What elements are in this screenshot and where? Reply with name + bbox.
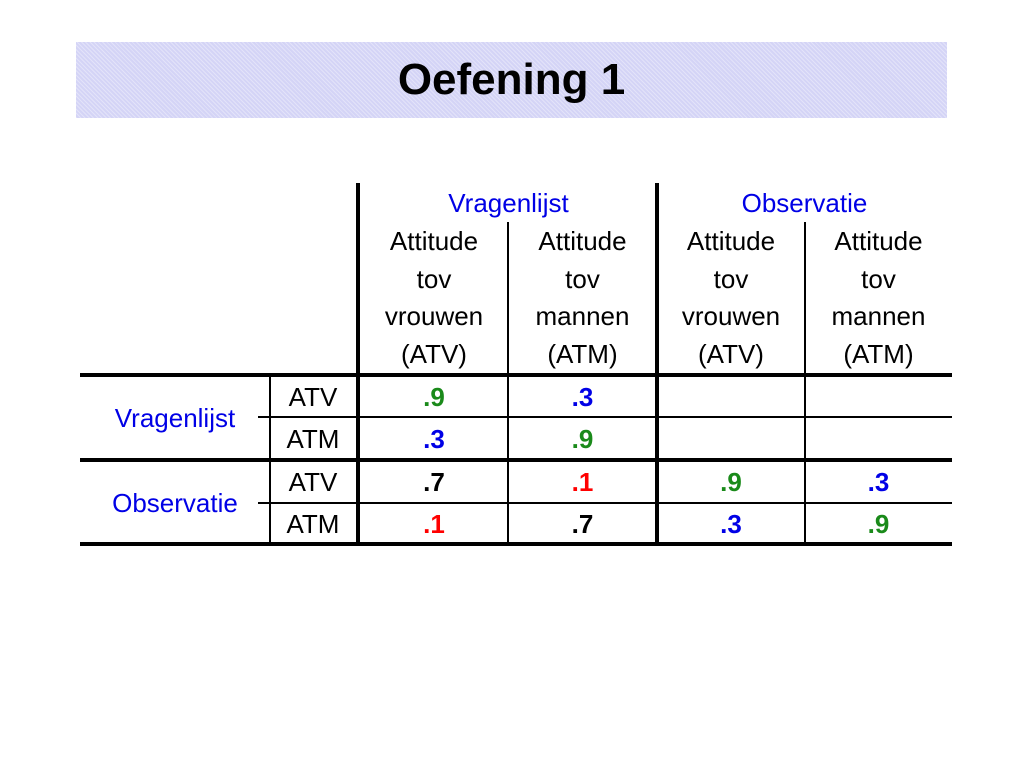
column-header: mannen [535, 301, 630, 331]
row-label: ATM [286, 424, 340, 454]
table-rule [804, 222, 806, 544]
column-header: Attitude [686, 226, 776, 256]
table-cell: .3 [571, 382, 594, 412]
column-group-header: Observatie [741, 188, 868, 218]
table-cell: .9 [720, 467, 742, 497]
table-rule [269, 375, 271, 544]
row-group-label: Vragenlijst [114, 403, 236, 433]
column-header: tov [565, 263, 600, 294]
table-cell: .9 [423, 382, 445, 412]
column-header: (ATV) [401, 338, 467, 369]
table-cell: .1 [571, 467, 594, 497]
column-header: mannen [831, 301, 926, 331]
table-cell: .3 [423, 424, 445, 454]
row-label: ATM [286, 509, 340, 539]
column-header: (ATM) [843, 338, 914, 369]
column-header: tov [713, 263, 749, 294]
column-header: vrouwen [384, 301, 484, 331]
table-rule [80, 542, 952, 546]
column-header: vrouwen [681, 301, 781, 331]
table-rule [356, 183, 360, 544]
column-header: Attitude [834, 226, 923, 256]
column-header: tov [416, 263, 452, 294]
column-header: Attitude [389, 226, 479, 256]
table-cell: .9 [867, 509, 890, 539]
table-rule [258, 502, 952, 504]
column-header: Attitude [538, 226, 627, 256]
table-cell: .3 [720, 509, 742, 539]
column-header: tov [861, 263, 896, 294]
slide-title: Oefening 1 [397, 55, 626, 104]
table-cell: .1 [423, 509, 445, 539]
table-rule [80, 373, 952, 377]
table-rule [655, 183, 659, 544]
table-cell: .9 [571, 424, 594, 454]
row-label: ATV [288, 467, 338, 497]
table-cell: .7 [571, 509, 594, 539]
column-header: (ATM) [547, 338, 618, 369]
row-label: ATV [288, 382, 338, 412]
table-cell: .3 [867, 467, 890, 497]
column-group-header: Vragenlijst [448, 188, 569, 218]
table-rule [80, 458, 952, 462]
row-group-label: Observatie [112, 488, 238, 518]
table-rule [258, 416, 952, 418]
table-cell: .7 [423, 467, 445, 497]
table-rule [507, 222, 509, 544]
title-band: Oefening 1 [76, 42, 947, 118]
column-header: (ATV) [698, 338, 764, 369]
